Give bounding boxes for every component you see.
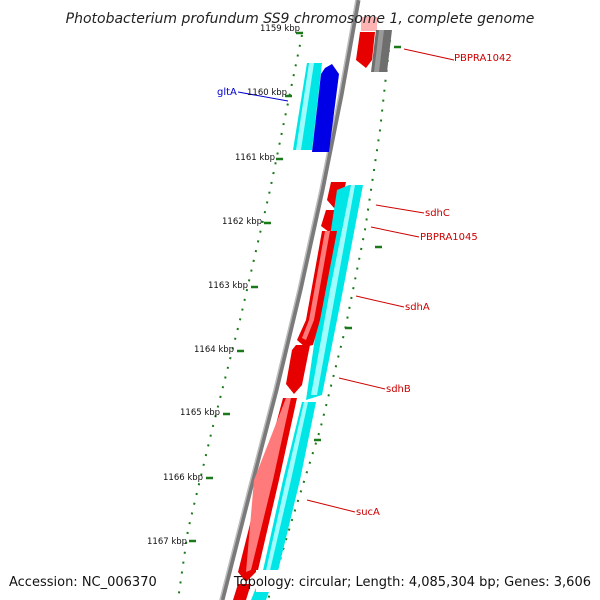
inner-tick-track: [177, 34, 303, 600]
leader-line: [375, 204, 425, 214]
gene-label-sdha[interactable]: sdhA: [405, 302, 430, 313]
gene-arrow-top-red: [356, 32, 375, 68]
gene-sdha-highlight: [302, 231, 330, 340]
leader-line: [237, 91, 289, 102]
cyan-track-main-highlight: [311, 185, 355, 395]
chromosome-backbone: [219, 0, 361, 600]
chromosome-backbone-highlight: [219, 0, 357, 600]
footer-background: [256, 570, 594, 592]
accession-text: Accession: NC_006370: [9, 575, 157, 590]
gene-label-suca[interactable]: sucA: [356, 507, 380, 518]
tick-label: 1161 kbp: [235, 153, 275, 163]
leader-line: [306, 499, 356, 513]
gene-label-sdhb[interactable]: sdhB: [386, 384, 411, 395]
gene-pbpra1042-highlight: [374, 30, 384, 72]
tick-label: 1159 kbp: [260, 24, 300, 34]
leader-line: [403, 48, 455, 61]
topology-summary: Topology: circular; Length: 4,085,304 bp…: [233, 575, 591, 590]
tick-label: 1167 kbp: [147, 537, 187, 547]
cyan-track-segment-highlight: [296, 63, 314, 150]
faded-gene: [361, 17, 377, 31]
leader-line: [338, 377, 386, 390]
gene-glta: [312, 64, 339, 152]
gene-label-glta[interactable]: gltA: [217, 87, 237, 98]
gene-label-sdhc[interactable]: sdhC: [425, 208, 450, 219]
tick-label: 1166 kbp: [163, 473, 203, 483]
gene-label-pbpra1045[interactable]: PBPRA1045: [420, 232, 478, 243]
gene-bottom-red: [233, 584, 251, 600]
map-title: Photobacterium profundum SS9 chromosome …: [66, 11, 535, 27]
cyan-track-lower-highlight: [265, 402, 308, 575]
tick-label: 1163 kbp: [208, 281, 248, 291]
leader-line: [355, 295, 405, 308]
tick-label: 1164 kbp: [194, 345, 234, 355]
tick-label: 1160 kbp: [247, 88, 287, 98]
gene-suca-highlight: [246, 398, 291, 572]
tick-label: 1162 kbp: [222, 217, 262, 227]
gene-label-pbpra1042[interactable]: PBPRA1042: [454, 53, 512, 64]
gene-sdhb: [286, 345, 310, 394]
tick-label: 1165 kbp: [180, 408, 220, 418]
outer-tick-track: [267, 39, 391, 600]
leader-line: [370, 226, 420, 238]
